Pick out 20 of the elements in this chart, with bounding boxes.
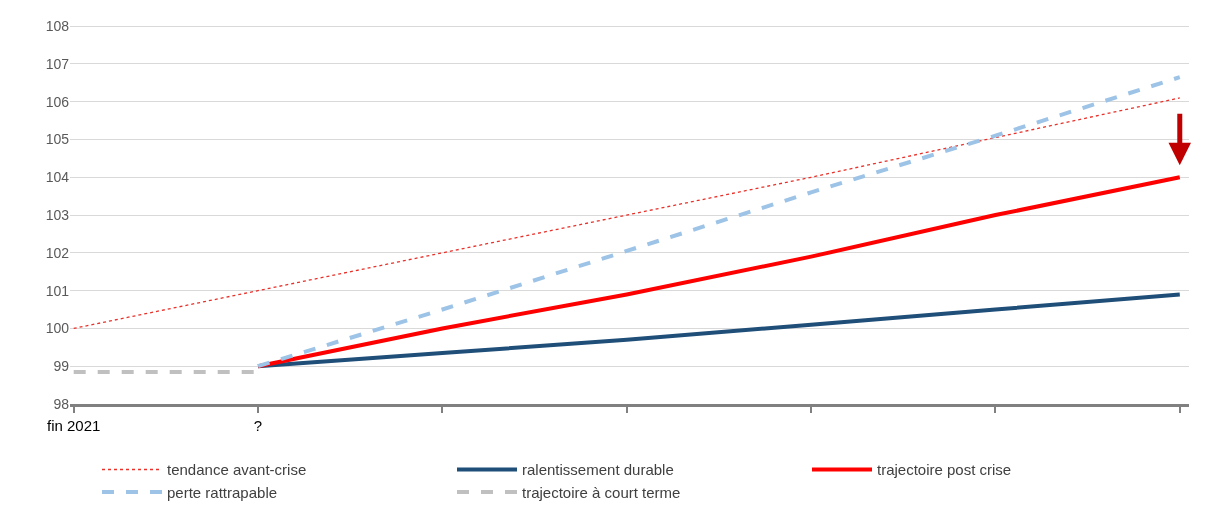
y-tick-label: 103 [45, 206, 70, 223]
y-tick-label: 102 [45, 244, 70, 261]
y-tick-label: 107 [45, 55, 70, 72]
y-tick-label: 104 [45, 169, 70, 186]
line-series [73, 97, 1181, 330]
legend-label: trajectoire post crise [877, 461, 1012, 479]
y-tick-label: 101 [45, 282, 70, 299]
legend-label: trajectoire à court terme [522, 483, 681, 501]
x-tick-label: fin 2021 [46, 417, 101, 434]
legend-label: tendance avant-crise [167, 461, 307, 479]
x-tick-label: ? [253, 417, 263, 434]
y-tick-label: 98 [53, 395, 70, 412]
legend-label: ralentissement durable [522, 461, 674, 479]
legend-label: perte rattrapable [167, 483, 278, 501]
y-tick-label: 99 [53, 358, 70, 375]
y-tick-label: 100 [45, 320, 70, 337]
y-tick-label: 105 [45, 131, 70, 148]
y-tick-label: 108 [45, 18, 70, 35]
line-series [256, 75, 1182, 369]
y-tick-label: 106 [45, 93, 70, 110]
